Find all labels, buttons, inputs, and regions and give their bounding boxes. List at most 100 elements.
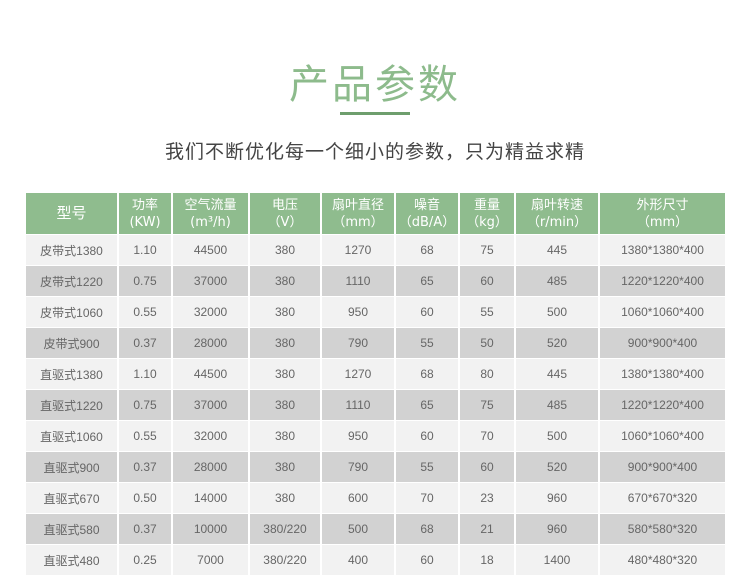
table-cell: 60 bbox=[396, 545, 458, 575]
table-cell: 500 bbox=[516, 297, 598, 327]
header-unit: （mm） bbox=[636, 214, 689, 230]
table-cell: 520 bbox=[516, 452, 598, 482]
table-cell: 960 bbox=[516, 514, 598, 544]
header-name: 电压 bbox=[271, 197, 298, 213]
table-cell: 950 bbox=[322, 297, 394, 327]
table-cell: 380 bbox=[250, 328, 320, 358]
table-cell: 790 bbox=[322, 328, 394, 358]
table-cell: 55 bbox=[460, 297, 514, 327]
spec-table: 型号 功率 (KW) 空气流量 (m³/h) 电压 （V） 扇叶直径 （mm） 噪音 （dB/A）重… bbox=[24, 192, 727, 576]
table-cell: 直驱式1060 bbox=[26, 421, 117, 451]
table-cell: 68 bbox=[396, 514, 458, 544]
table-row: 皮带式1060 0.55 32000 380 950 60 55 500 1060*1060*4… bbox=[26, 297, 725, 327]
table-cell: 0.55 bbox=[119, 421, 171, 451]
table-cell: 1060*1060*400 bbox=[600, 421, 725, 451]
table-cell: 皮带式900 bbox=[26, 328, 117, 358]
table-row: 直驱式580 0.37 10000 380/220 500 68 21 960 580*580*… bbox=[26, 514, 725, 544]
table-cell: 380 bbox=[250, 235, 320, 265]
header-unit: （V） bbox=[267, 214, 303, 230]
table-cell: 1.10 bbox=[119, 359, 171, 389]
table-cell: 900*900*400 bbox=[600, 452, 725, 482]
table-cell: 900*900*400 bbox=[600, 328, 725, 358]
table-cell: 0.75 bbox=[119, 390, 171, 420]
table-row: 直驱式1060 0.55 32000 380 950 60 70 500 1060*1060*4… bbox=[26, 421, 725, 451]
table-cell: 60 bbox=[460, 266, 514, 296]
table-cell: 75 bbox=[460, 235, 514, 265]
table-cell: 1220*1220*400 bbox=[600, 390, 725, 420]
table-cell: 400 bbox=[322, 545, 394, 575]
column-header: 型号 bbox=[26, 193, 117, 234]
table-cell: 380/220 bbox=[250, 514, 320, 544]
header-name: 扇叶直径 bbox=[331, 197, 384, 213]
table-cell: 10000 bbox=[173, 514, 248, 544]
table-cell: 380 bbox=[250, 390, 320, 420]
header-unit: (KW) bbox=[129, 214, 161, 230]
table-cell: 80 bbox=[460, 359, 514, 389]
column-header: 功率 (KW) bbox=[119, 193, 171, 234]
table-cell: 68 bbox=[396, 235, 458, 265]
table-cell: 44500 bbox=[173, 359, 248, 389]
table-cell: 28000 bbox=[173, 328, 248, 358]
table-cell: 70 bbox=[396, 483, 458, 513]
table-cell: 500 bbox=[516, 421, 598, 451]
header-unit: (m³/h) bbox=[190, 214, 231, 230]
header-name: 扇叶转速 bbox=[530, 197, 583, 213]
page-subtitle: 我们不断优化每一个细小的参数，只为精益求精 bbox=[164, 141, 585, 163]
header-name: 型号 bbox=[56, 204, 87, 222]
table-cell: 7000 bbox=[173, 545, 248, 575]
table-cell: 直驱式900 bbox=[26, 452, 117, 482]
table-cell: 直驱式580 bbox=[26, 514, 117, 544]
table-cell: 直驱式480 bbox=[26, 545, 117, 575]
table-cell: 68 bbox=[396, 359, 458, 389]
table-cell: 28000 bbox=[173, 452, 248, 482]
table-cell: 790 bbox=[322, 452, 394, 482]
table-cell: 55 bbox=[396, 452, 458, 482]
table-row: 直驱式1380 1.10 44500 380 1270 68 80 445 1380*1380*… bbox=[26, 359, 725, 389]
table-row: 直驱式900 0.37 28000 380 790 55 60 520 900*900*400 bbox=[26, 452, 725, 482]
table-row: 直驱式480 0.25 7000 380/220 400 60 18 1400 480*480*… bbox=[26, 545, 725, 575]
table-cell: 1060*1060*400 bbox=[600, 297, 725, 327]
page-title: 产品参数 bbox=[289, 62, 461, 108]
table-cell: 960 bbox=[516, 483, 598, 513]
table-cell: 1.10 bbox=[119, 235, 171, 265]
table-cell: 0.55 bbox=[119, 297, 171, 327]
table-cell: 32000 bbox=[173, 297, 248, 327]
table-cell: 55 bbox=[396, 328, 458, 358]
table-row: 皮带式1380 1.10 44500 380 1270 68 75 445 1380*1380*… bbox=[26, 235, 725, 265]
table-cell: 21 bbox=[460, 514, 514, 544]
table-row: 直驱式670 0.50 14000 380 600 70 23 960 670*670*320 bbox=[26, 483, 725, 513]
table-cell: 1110 bbox=[322, 266, 394, 296]
table-cell: 1270 bbox=[322, 235, 394, 265]
header-unit: （kg） bbox=[466, 214, 508, 230]
table-cell: 520 bbox=[516, 328, 598, 358]
table-cell: 445 bbox=[516, 235, 598, 265]
table-cell: 50 bbox=[460, 328, 514, 358]
table-cell: 直驱式1380 bbox=[26, 359, 117, 389]
table-cell: 65 bbox=[396, 266, 458, 296]
table-cell: 18 bbox=[460, 545, 514, 575]
table-cell: 44500 bbox=[173, 235, 248, 265]
table-cell: 485 bbox=[516, 266, 598, 296]
table-cell: 23 bbox=[460, 483, 514, 513]
table-cell: 580*580*320 bbox=[600, 514, 725, 544]
table-cell: 32000 bbox=[173, 421, 248, 451]
table-cell: 1110 bbox=[322, 390, 394, 420]
table-cell: 1270 bbox=[322, 359, 394, 389]
table-cell: 0.37 bbox=[119, 514, 171, 544]
table-cell: 500 bbox=[322, 514, 394, 544]
table-cell: 485 bbox=[516, 390, 598, 420]
table-cell: 60 bbox=[396, 297, 458, 327]
table-cell: 直驱式670 bbox=[26, 483, 117, 513]
table-cell: 75 bbox=[460, 390, 514, 420]
table-cell: 60 bbox=[396, 421, 458, 451]
column-header: 重量 （kg） bbox=[460, 193, 514, 234]
table-cell: 445 bbox=[516, 359, 598, 389]
table-cell: 皮带式1380 bbox=[26, 235, 117, 265]
header-name: 功率 bbox=[131, 197, 158, 213]
table-cell: 1400 bbox=[516, 545, 598, 575]
table-row: 皮带式1220 0.75 37000 380 1110 65 60 485 1220*1220*… bbox=[26, 266, 725, 296]
table-cell: 380 bbox=[250, 483, 320, 513]
column-header: 噪音 （dB/A） bbox=[396, 193, 458, 234]
table-cell: 0.75 bbox=[119, 266, 171, 296]
header-unit: （r/min） bbox=[526, 214, 588, 230]
